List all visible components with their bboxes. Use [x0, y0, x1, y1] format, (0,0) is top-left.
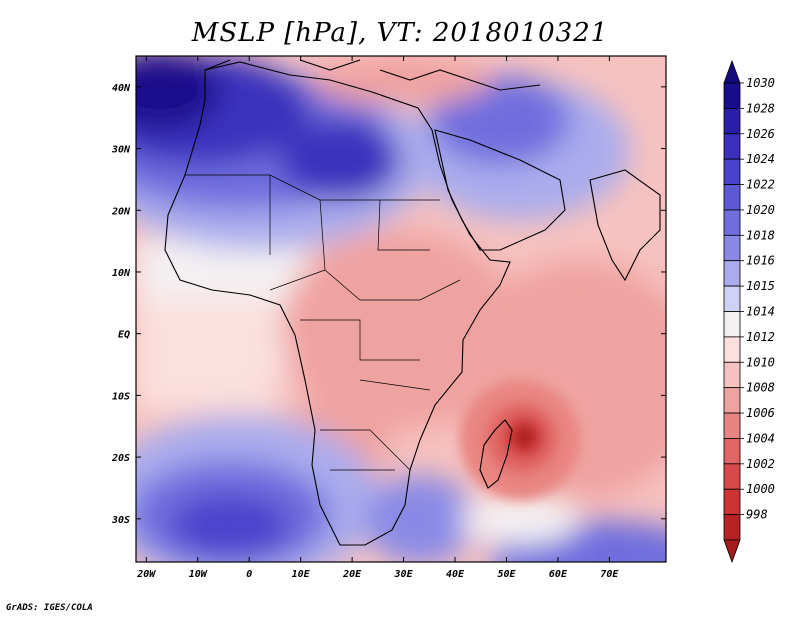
lon-tick-label: 0 — [246, 569, 252, 580]
colorbar-label: 1018 — [746, 228, 775, 242]
lon-tick-label: 40E — [446, 569, 465, 580]
lat-tick-label: 20S — [111, 453, 130, 464]
lon-tick-label: 50E — [497, 569, 516, 580]
colorbar-swatch — [723, 82, 741, 109]
lat-tick-label: 10S — [112, 391, 130, 402]
madagascar-coastline — [479, 419, 513, 489]
lon-tick-label: 20W — [136, 569, 156, 580]
lat-tick-label: 20N — [111, 206, 131, 217]
lon-tick-label: 20E — [342, 569, 362, 580]
colorbar-label: 1024 — [746, 152, 775, 166]
colorbar-swatch — [723, 184, 741, 211]
lon-tick-label: 10E — [292, 569, 311, 580]
colorbar-swatch — [723, 285, 741, 312]
colorbar-label: 998 — [746, 508, 768, 522]
lon-tick-label: 10W — [189, 569, 208, 580]
colorbar-high-arrow — [723, 59, 741, 84]
latitude-axis: 40N 30N 20N 10N EQ 10S 20S 30S — [111, 83, 666, 526]
colorbar-label: 1012 — [746, 330, 775, 344]
colorbar-label: 1006 — [746, 406, 775, 420]
pressure-field — [136, 56, 666, 562]
colorbar-label: 1020 — [746, 203, 775, 217]
colorbar-label: 1014 — [746, 305, 775, 319]
colorbar-swatch — [723, 488, 741, 516]
colorbar-label: 1010 — [746, 355, 775, 369]
colorbar-label: 1026 — [746, 127, 775, 141]
footer-credit: GrADS: IGES/COLA — [6, 603, 93, 613]
colorbar: 1030 1028 1026 1024 1022 1020 1018 1016 1015 1014… — [723, 59, 775, 564]
chart-title: MSLP [hPa], VT: 2018010321 — [191, 18, 609, 48]
lon-tick-label: 30E — [394, 569, 414, 580]
colorbar-swatch — [723, 361, 741, 389]
coastlines — [164, 59, 661, 546]
colorbar-label: 1028 — [746, 101, 775, 115]
colorbar-label: 1022 — [746, 178, 775, 192]
colorbar-swatch — [723, 260, 741, 287]
lon-tick-label: 70E — [600, 569, 619, 580]
longitude-axis: 20W 10W 0 10E 20E 30E 40E 50E 60E 70E — [136, 56, 619, 580]
colorbar-swatch — [723, 412, 741, 439]
colorbar-swatch — [723, 107, 741, 135]
colorbar-swatch — [723, 311, 741, 338]
colorbar-label: 1030 — [746, 76, 775, 90]
lat-tick-label: 10N — [112, 268, 131, 279]
lon-tick-label: 60E — [549, 569, 568, 580]
colorbar-swatch — [723, 387, 741, 414]
colorbar-swatch — [723, 234, 741, 262]
colorbar-swatch — [723, 336, 741, 363]
lat-tick-label: 40N — [112, 83, 131, 94]
colorbar-swatch — [723, 463, 741, 490]
arabia-coastline — [434, 129, 566, 251]
colorbar-swatch — [723, 209, 741, 236]
colorbar-swatch — [723, 133, 741, 160]
colorbar-swatch — [723, 438, 741, 465]
colorbar-label: 1008 — [746, 381, 775, 395]
europe-coastline — [204, 59, 541, 91]
country-borders — [185, 174, 461, 471]
colorbar-low-arrow — [723, 539, 741, 564]
colorbar-label: 1015 — [746, 279, 775, 293]
lat-tick-label: EQ — [118, 330, 130, 341]
colorbar-label: 1002 — [746, 457, 775, 471]
colorbar-swatch — [723, 514, 741, 541]
colorbar-label: 1016 — [746, 254, 775, 268]
africa-coastline — [164, 61, 511, 546]
colorbar-swatch — [723, 158, 741, 185]
plot-frame — [135, 55, 667, 563]
lat-tick-label: 30N — [111, 145, 131, 156]
india-coastline — [589, 169, 661, 282]
colorbar-label: 1004 — [746, 431, 775, 445]
lat-tick-label: 30S — [111, 515, 130, 526]
colorbar-label: 1000 — [746, 482, 775, 496]
